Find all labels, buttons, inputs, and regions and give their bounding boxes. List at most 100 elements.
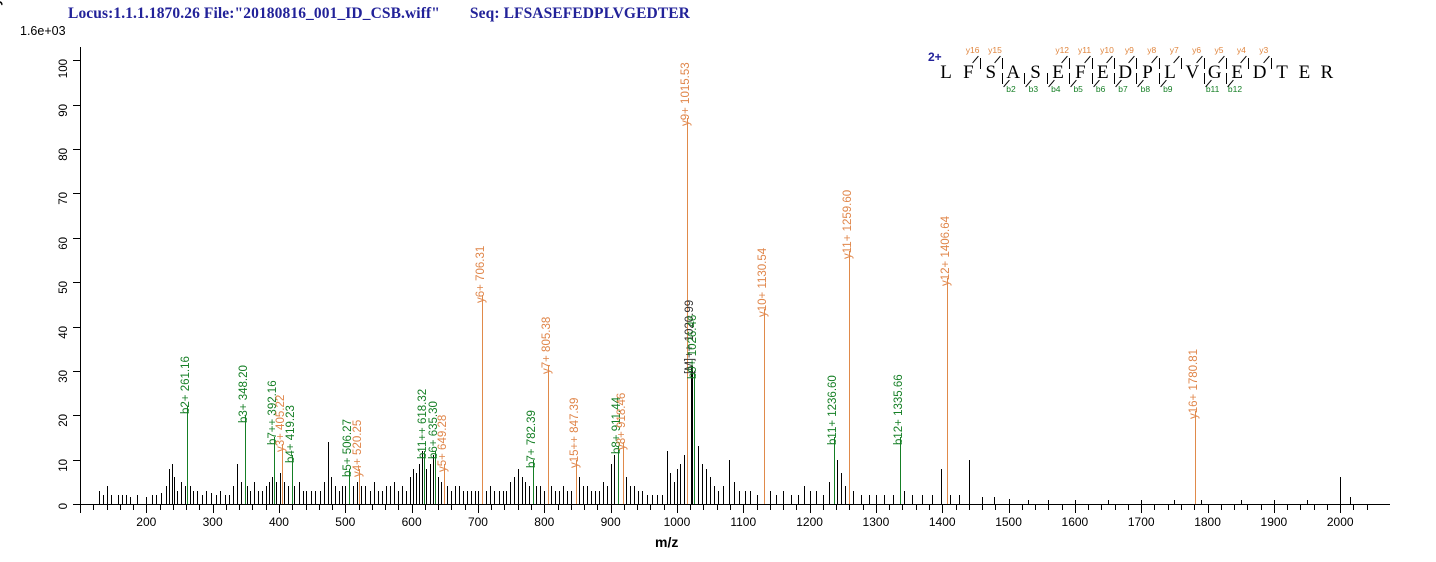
spectrum-peak xyxy=(458,486,460,504)
spectrum-peak xyxy=(841,472,843,504)
spectrum-peak-labeled xyxy=(244,415,246,504)
spectrum-peak xyxy=(680,464,682,504)
sequence-residue: S xyxy=(985,62,997,83)
y-tick xyxy=(73,326,80,328)
spectrum-peak xyxy=(381,490,383,504)
spectrum-peak xyxy=(240,481,242,504)
sequence-residue: E xyxy=(1298,62,1311,83)
x-tick-major xyxy=(610,505,612,513)
y-ion-slash xyxy=(1151,55,1158,64)
spectrum-peak xyxy=(397,490,399,504)
x-tick-minor xyxy=(1021,505,1023,510)
spectrum-peak xyxy=(197,490,199,504)
spectrum-peak xyxy=(950,495,952,504)
x-tick-minor xyxy=(862,505,864,510)
sequence-residue: P xyxy=(1142,62,1153,83)
y-axis-title: Relative Intensity (%) xyxy=(0,0,3,106)
x-tick-minor xyxy=(623,505,625,510)
y-ion-cleavage-tick xyxy=(1069,58,1071,69)
y-ion-label: y6 xyxy=(1192,45,1202,55)
spectrum-peak xyxy=(1108,499,1110,504)
x-tick-minor xyxy=(1154,505,1156,510)
spectrum-peak xyxy=(1074,499,1076,504)
sequence-residue: D xyxy=(1118,62,1133,83)
y-ion-slash xyxy=(1061,55,1068,64)
x-tick-minor xyxy=(172,505,174,510)
y-tick xyxy=(73,504,80,505)
spectrum-peak xyxy=(454,486,456,504)
x-tick-minor xyxy=(1366,505,1368,510)
spectrum-peak xyxy=(506,490,508,504)
spectrum-peak xyxy=(714,486,716,504)
spectrum-peak xyxy=(180,481,182,504)
spectrum-peak xyxy=(647,495,649,504)
x-tick-minor xyxy=(1048,505,1050,510)
spectrum-peak xyxy=(606,486,608,504)
y-tick-label: 70 xyxy=(58,192,70,206)
spectrum-peak-labeled xyxy=(186,406,188,504)
x-tick-label: 1200 xyxy=(796,515,823,529)
spectrum-peak xyxy=(718,490,720,504)
x-tick-label: 1700 xyxy=(1127,515,1155,529)
x-tick-label: 1600 xyxy=(1061,515,1089,529)
spectrum-peak xyxy=(932,495,934,504)
b-ion-cleavage-tick xyxy=(1136,73,1138,84)
spectrum-peak xyxy=(1340,477,1342,504)
spectrum-peak xyxy=(155,495,157,504)
spectrum-peak xyxy=(294,486,296,504)
b-ion-cleavage-tick xyxy=(1226,73,1227,84)
spectrum-peak xyxy=(184,486,186,504)
x-tick-major xyxy=(875,505,877,513)
spectrum-peak xyxy=(869,495,871,504)
spectrum-peak xyxy=(629,486,631,504)
y-ion-cleavage-tick xyxy=(1158,58,1160,69)
sequence-residue: V xyxy=(1185,62,1200,83)
spectrum-peak xyxy=(310,490,312,504)
spectrum-peak xyxy=(118,495,120,504)
spectrum-peak-labeled xyxy=(547,366,549,504)
y-ion-cleavage-tick xyxy=(1181,58,1183,69)
x-tick-minor xyxy=(1167,505,1169,510)
b-ion-label: b12 xyxy=(1227,84,1243,94)
x-tick-label: 300 xyxy=(202,515,223,529)
spectrum-peak xyxy=(211,492,213,504)
header-title: Locus:1.1.1.1870.26 File:"20180816_001_I… xyxy=(68,5,690,23)
x-tick-minor xyxy=(597,505,599,510)
sequence-residue: F xyxy=(963,62,974,83)
spectrum-peak xyxy=(521,477,523,504)
spectrum-peak xyxy=(441,481,443,504)
spectrum-peak-labeled xyxy=(899,437,901,504)
y-tick-label: 100 xyxy=(58,59,70,79)
x-tick-label: 800 xyxy=(534,515,555,529)
spectrum-peak xyxy=(883,495,885,504)
b-ion-cleavage-tick xyxy=(1024,73,1026,84)
x-tick-minor xyxy=(464,505,466,510)
spectrum-peak xyxy=(331,477,333,504)
x-tick-minor xyxy=(305,505,307,510)
x-tick-label: 2000 xyxy=(1326,515,1354,529)
y-ion-cleavage-tick xyxy=(1226,58,1227,69)
x-tick-label: 1000 xyxy=(663,515,691,529)
spectrum-peak xyxy=(257,490,259,504)
spectrum-peak xyxy=(570,490,572,504)
spectrum-peak xyxy=(613,455,615,504)
spectrum-peak xyxy=(416,472,418,504)
spectrum-peak xyxy=(352,486,354,504)
peak-label: b3+ 348.20 xyxy=(237,365,250,424)
y-ion-cleavage-tick xyxy=(1136,58,1138,69)
spectrum-peak xyxy=(126,495,128,504)
y-tick xyxy=(73,60,80,62)
spectrum-peak xyxy=(776,495,778,504)
peak-label: b7+ 782.39 xyxy=(525,409,538,468)
y-ion-label: y9 xyxy=(1124,45,1134,55)
x-tick-minor xyxy=(451,505,453,510)
y-ion-slash xyxy=(994,55,1001,64)
x-tick-minor xyxy=(1300,505,1302,510)
y-tick-label: 30 xyxy=(58,369,70,383)
peak-label: y10+ 1130.54 xyxy=(756,247,769,317)
spectrum-peak xyxy=(393,481,395,504)
x-tick-minor xyxy=(915,505,917,510)
spectrum-peak xyxy=(769,490,771,504)
spectrum-peak xyxy=(401,486,403,504)
